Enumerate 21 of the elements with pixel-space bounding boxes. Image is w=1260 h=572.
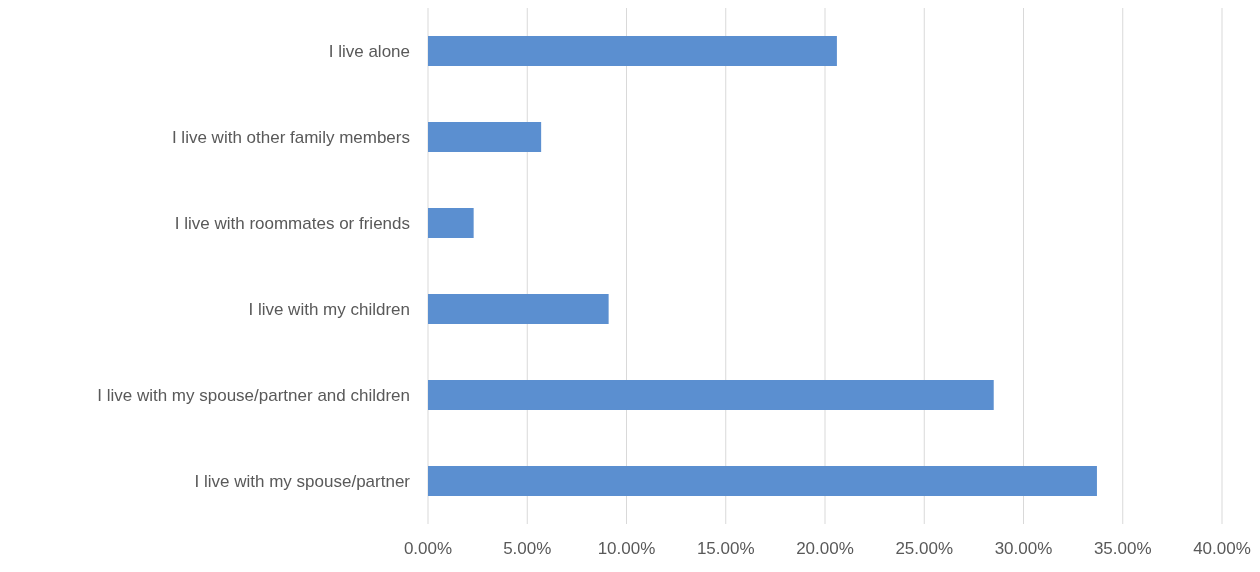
- y-tick-label: I live with my spouse/partner and children: [97, 386, 410, 406]
- y-tick-label: I live with roommates or friends: [174, 214, 410, 234]
- x-tick-label: 15.00%: [696, 539, 755, 559]
- x-tick-label: 5.00%: [503, 539, 552, 559]
- x-tick-label: 20.00%: [796, 539, 854, 559]
- bar: [428, 380, 994, 410]
- bar: [428, 36, 837, 66]
- bar: [428, 294, 609, 324]
- y-tick-label: I live with my spouse/partner: [194, 472, 411, 492]
- x-tick-label: 30.00%: [994, 539, 1053, 559]
- bar: [428, 466, 1097, 496]
- x-tick-label: 25.00%: [895, 539, 954, 559]
- y-tick-label: I live with my children: [248, 300, 410, 320]
- x-tick-label: 10.00%: [597, 539, 656, 559]
- y-tick-label: I live alone: [328, 42, 410, 62]
- x-tick-label: 0.00%: [403, 539, 453, 559]
- x-tick-label: 40.00%: [1193, 539, 1251, 559]
- bar: [428, 122, 542, 152]
- x-tick-label: 35.00%: [1093, 539, 1152, 559]
- y-tick-label: I live with other family members: [171, 128, 410, 148]
- bar: [428, 208, 474, 238]
